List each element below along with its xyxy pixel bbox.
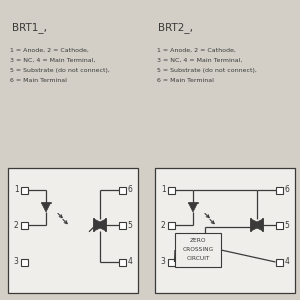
Text: BRT1_,: BRT1_, [12, 22, 47, 33]
Text: 3 = NC, 4 = Main Terminal,: 3 = NC, 4 = Main Terminal, [157, 58, 242, 63]
Text: 5 = Substrate (do not connect),: 5 = Substrate (do not connect), [157, 68, 257, 73]
Text: 6 = Main Terminal: 6 = Main Terminal [10, 78, 67, 83]
Text: 4: 4 [284, 257, 290, 266]
Polygon shape [251, 219, 263, 231]
Bar [275, 187, 283, 194]
Bar [20, 221, 28, 229]
Bar [20, 187, 28, 194]
Text: 1 = Anode, 2 = Cathode,: 1 = Anode, 2 = Cathode, [157, 48, 236, 53]
Text: 5: 5 [128, 220, 132, 230]
Bar [275, 221, 283, 229]
Polygon shape [251, 219, 263, 231]
Text: 3 = NC, 4 = Main Terminal,: 3 = NC, 4 = Main Terminal, [10, 58, 95, 63]
Polygon shape [41, 203, 50, 212]
Bar [167, 221, 175, 229]
Text: 1: 1 [161, 185, 166, 194]
Bar [275, 259, 283, 266]
Polygon shape [94, 219, 106, 231]
Text: BRT2_,: BRT2_, [158, 22, 193, 33]
Bar [118, 187, 125, 194]
Bar [175, 233, 221, 267]
Polygon shape [188, 203, 197, 212]
Text: CROSSING: CROSSING [182, 247, 214, 252]
Text: 5: 5 [284, 220, 290, 230]
Text: 6: 6 [284, 185, 290, 194]
Text: 1 = Anode, 2 = Cathode,: 1 = Anode, 2 = Cathode, [10, 48, 89, 53]
Bar [118, 221, 125, 229]
Bar [155, 168, 295, 293]
Polygon shape [94, 219, 106, 231]
Text: 1: 1 [14, 185, 19, 194]
Text: 5 = Substrate (do not connect),: 5 = Substrate (do not connect), [10, 68, 110, 73]
Bar [118, 259, 125, 266]
Text: 4: 4 [128, 257, 132, 266]
Bar [8, 168, 138, 293]
Bar [20, 259, 28, 266]
Text: ZERO: ZERO [190, 238, 206, 243]
Text: 3: 3 [160, 257, 166, 266]
Bar [167, 259, 175, 266]
Text: 6: 6 [128, 185, 132, 194]
Bar [167, 187, 175, 194]
Text: 2: 2 [161, 220, 166, 230]
Text: 6 = Main Terminal: 6 = Main Terminal [157, 78, 214, 83]
Text: 3: 3 [14, 257, 19, 266]
Text: CIRCUIT: CIRCUIT [186, 256, 210, 261]
Text: 2: 2 [14, 220, 19, 230]
